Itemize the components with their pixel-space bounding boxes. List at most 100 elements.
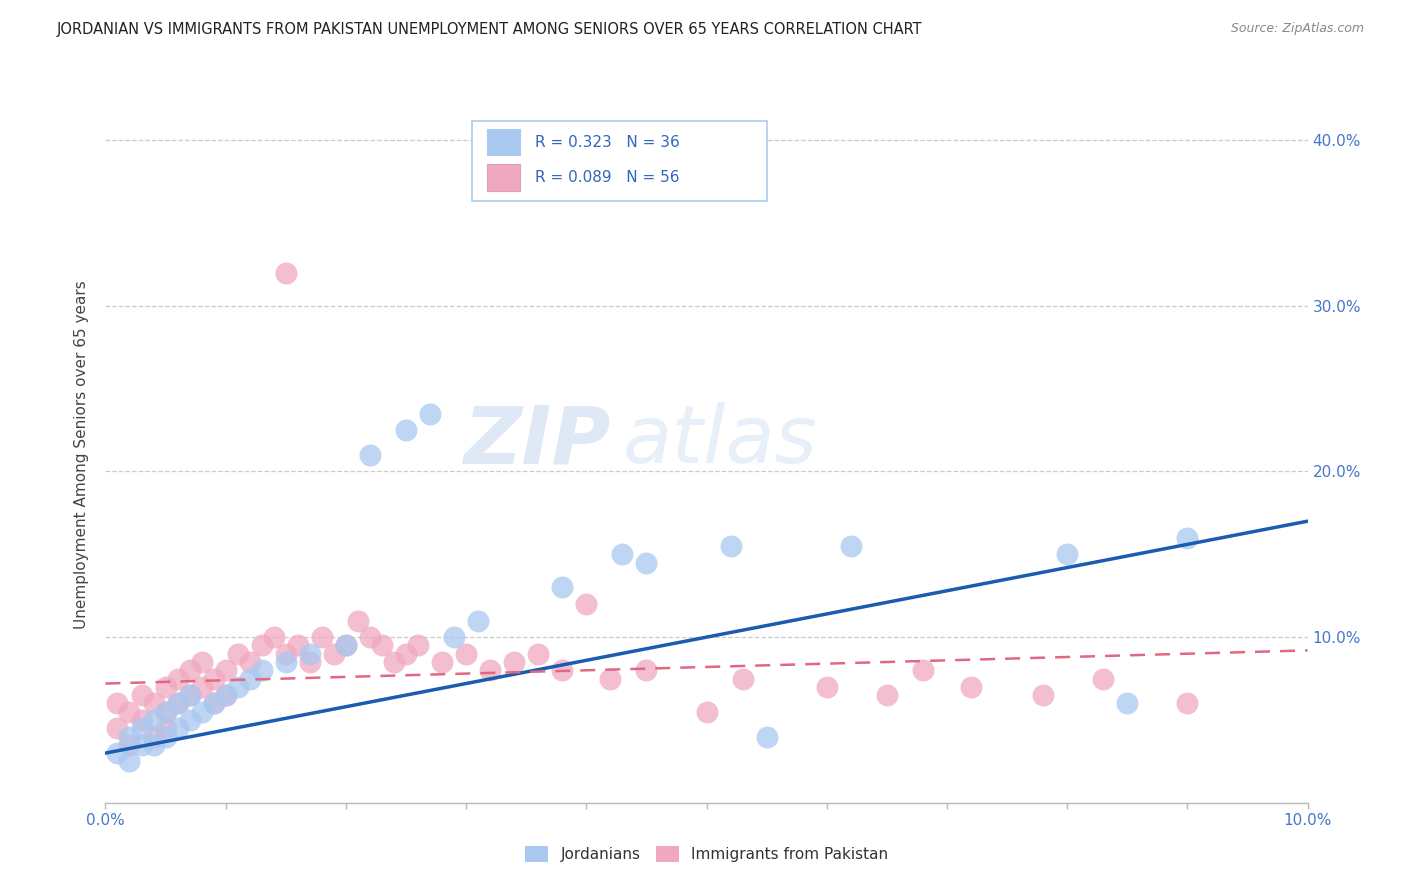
Point bbox=[239, 672, 262, 686]
Point bbox=[179, 713, 201, 727]
Point bbox=[166, 697, 188, 711]
Point bbox=[395, 647, 418, 661]
Point bbox=[815, 680, 838, 694]
Point bbox=[731, 672, 754, 686]
Point bbox=[359, 630, 381, 644]
Point bbox=[347, 614, 370, 628]
Point bbox=[155, 730, 177, 744]
Point bbox=[636, 556, 658, 570]
Point bbox=[155, 721, 177, 735]
Point bbox=[118, 730, 141, 744]
Point bbox=[239, 655, 262, 669]
Point bbox=[274, 266, 297, 280]
Point bbox=[1175, 531, 1198, 545]
Point bbox=[911, 663, 934, 677]
Point bbox=[226, 680, 249, 694]
Point bbox=[419, 407, 441, 421]
Point bbox=[155, 705, 177, 719]
Text: atlas: atlas bbox=[623, 402, 817, 480]
Point bbox=[503, 655, 526, 669]
Point bbox=[142, 697, 165, 711]
Point bbox=[527, 647, 550, 661]
Point bbox=[430, 655, 453, 669]
Point bbox=[274, 655, 297, 669]
Point bbox=[142, 738, 165, 752]
Point bbox=[166, 697, 188, 711]
Point bbox=[479, 663, 502, 677]
Point bbox=[298, 655, 321, 669]
Point bbox=[876, 688, 898, 702]
Point bbox=[179, 688, 201, 702]
Point bbox=[263, 630, 285, 644]
Point bbox=[131, 738, 153, 752]
Point bbox=[371, 639, 394, 653]
Point bbox=[107, 746, 129, 760]
Point bbox=[359, 448, 381, 462]
Point bbox=[551, 663, 574, 677]
Point bbox=[575, 597, 598, 611]
Point bbox=[131, 721, 153, 735]
Point bbox=[1175, 697, 1198, 711]
Point bbox=[131, 713, 153, 727]
Point bbox=[226, 647, 249, 661]
Point bbox=[179, 688, 201, 702]
Point bbox=[250, 663, 273, 677]
Point bbox=[166, 721, 188, 735]
Point bbox=[599, 672, 621, 686]
Point bbox=[202, 697, 225, 711]
Point bbox=[311, 630, 333, 644]
FancyBboxPatch shape bbox=[472, 121, 766, 201]
Point bbox=[155, 680, 177, 694]
Point bbox=[406, 639, 429, 653]
Point bbox=[274, 647, 297, 661]
Point bbox=[443, 630, 465, 644]
Point bbox=[960, 680, 983, 694]
Point bbox=[1116, 697, 1139, 711]
Point bbox=[214, 688, 236, 702]
Point bbox=[118, 705, 141, 719]
Point bbox=[107, 697, 129, 711]
Point bbox=[179, 663, 201, 677]
Point bbox=[250, 639, 273, 653]
Point bbox=[142, 713, 165, 727]
Point bbox=[395, 423, 418, 437]
Point bbox=[118, 738, 141, 752]
Point bbox=[190, 705, 212, 719]
Point bbox=[155, 705, 177, 719]
Point bbox=[1032, 688, 1054, 702]
Point bbox=[298, 647, 321, 661]
Point bbox=[839, 539, 862, 553]
Point bbox=[755, 730, 778, 744]
FancyBboxPatch shape bbox=[486, 129, 520, 155]
Point bbox=[382, 655, 405, 669]
Point bbox=[118, 755, 141, 769]
Point bbox=[612, 547, 634, 561]
Point bbox=[1056, 547, 1078, 561]
Point bbox=[202, 672, 225, 686]
Point bbox=[551, 581, 574, 595]
Point bbox=[322, 647, 344, 661]
Point bbox=[467, 614, 489, 628]
Point bbox=[454, 647, 477, 661]
Text: JORDANIAN VS IMMIGRANTS FROM PAKISTAN UNEMPLOYMENT AMONG SENIORS OVER 65 YEARS C: JORDANIAN VS IMMIGRANTS FROM PAKISTAN UN… bbox=[56, 22, 922, 37]
Point bbox=[720, 539, 742, 553]
Text: R = 0.323   N = 36: R = 0.323 N = 36 bbox=[534, 135, 679, 150]
Point bbox=[190, 655, 212, 669]
Point bbox=[335, 639, 357, 653]
Point bbox=[202, 697, 225, 711]
FancyBboxPatch shape bbox=[486, 164, 520, 191]
Point bbox=[107, 721, 129, 735]
Point bbox=[696, 705, 718, 719]
Point bbox=[335, 639, 357, 653]
Y-axis label: Unemployment Among Seniors over 65 years: Unemployment Among Seniors over 65 years bbox=[75, 281, 90, 629]
Point bbox=[636, 663, 658, 677]
Point bbox=[190, 680, 212, 694]
Text: R = 0.089   N = 56: R = 0.089 N = 56 bbox=[534, 169, 679, 185]
Text: ZIP: ZIP bbox=[463, 402, 610, 480]
Point bbox=[142, 730, 165, 744]
Point bbox=[131, 688, 153, 702]
Legend: Jordanians, Immigrants from Pakistan: Jordanians, Immigrants from Pakistan bbox=[519, 840, 894, 868]
Point bbox=[214, 688, 236, 702]
Point bbox=[1092, 672, 1115, 686]
Point bbox=[287, 639, 309, 653]
